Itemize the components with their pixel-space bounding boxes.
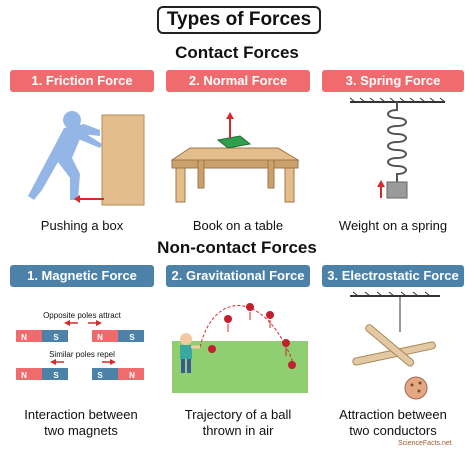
pole-s-label: S [53,333,59,342]
gravitational-force-label: 2. Gravitational Force [166,265,310,287]
table-top [170,147,300,161]
spring-force-label: 3. Spring Force [322,70,464,92]
ball [224,315,232,323]
magnet-bar [16,368,42,380]
table-leg [175,167,186,203]
grass-field [172,341,308,393]
conductor-rod [365,324,415,367]
ball [288,361,296,369]
magnet-bar [118,368,144,380]
magnetic-force-label: 1. Magnetic Force [10,265,154,287]
normal-caption: Book on a table [192,218,284,233]
electrostatic-force-label: 3. Electrostatic Force [322,265,464,287]
spring-coil [387,102,407,182]
noncontact-forces-heading: Non-contact Forces [157,238,317,257]
pole-s-label: S [129,333,135,342]
magnet-bar [92,330,118,342]
friction-caption: Pushing a box [40,218,124,233]
pole-n-label: N [97,333,103,342]
magnetic-caption-line2: two magnets [44,423,118,438]
pole-n-label: N [21,333,27,342]
table-leg [284,167,295,203]
normal-force-label: 2. Normal Force [166,70,310,92]
magnet-bar [118,330,144,342]
gravitational-caption-line1: Trajectory of a ball [184,407,292,422]
electrostatic-caption-line1: Attraction between [339,407,447,422]
table-leg [197,159,205,189]
pushed-box [101,114,145,206]
electrostatic-illustration [350,291,440,400]
table-illustration [170,112,300,203]
brand-logo: ScienceFacts.net [398,440,452,447]
pole-s-label: S [53,371,59,380]
magnet-bar [42,368,68,380]
magnet-bar [92,368,118,380]
page-title: Types of Forces [157,6,321,34]
gravitational-caption-line2: thrown in air [202,423,274,438]
table-leg [267,159,275,189]
pole-s-label: S [97,371,103,380]
spring-weight [386,181,408,199]
magnet-bar [16,330,42,342]
magnetic-caption-line1: Interaction between [24,407,138,422]
contact-forces-heading: Contact Forces [175,43,299,62]
ball [246,303,254,311]
ball [282,339,290,347]
spring-caption: Weight on a spring [338,218,448,233]
person-figure [28,111,102,200]
friction-illustration [28,111,145,206]
pole-n-label: N [129,371,135,380]
magnet-illustration [16,320,144,380]
conductor-ball [404,376,428,400]
opposite-poles-label: Opposite poles attract [43,311,121,320]
ball [208,345,216,353]
friction-force-label: 1. Friction Force [10,70,154,92]
ball [266,311,274,319]
person-figure [180,333,200,373]
book [216,135,252,149]
gravity-illustration [172,303,308,393]
similar-poles-label: Similar poles repel [49,350,115,359]
pole-n-label: N [21,371,27,380]
electrostatic-caption-line2: two conductors [349,423,437,438]
magnet-bar [42,330,68,342]
spring-illustration [349,97,446,199]
